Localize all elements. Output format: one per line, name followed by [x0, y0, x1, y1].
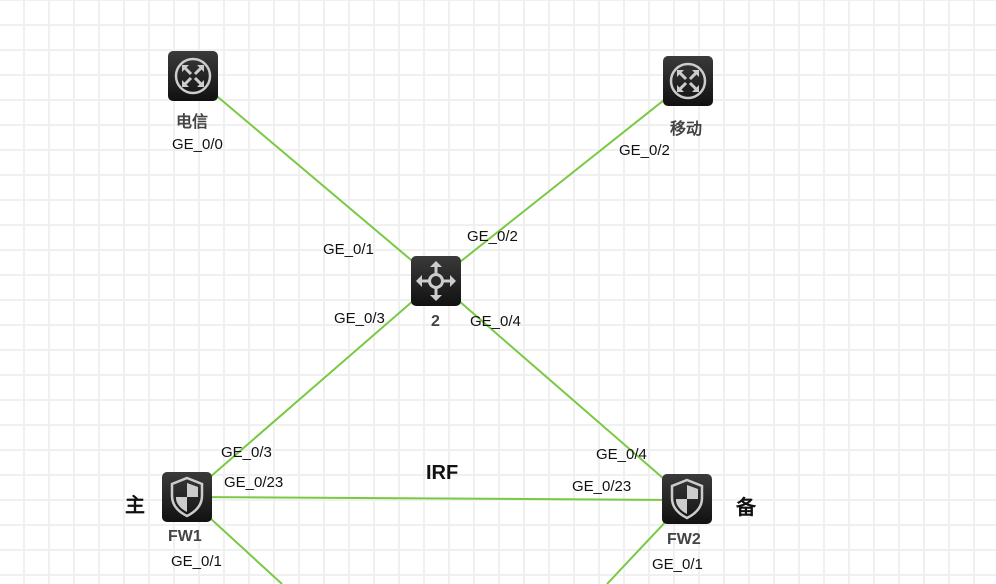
node-switch[interactable]	[411, 256, 461, 306]
link-mobile-switch	[435, 80, 689, 282]
port-label: GE_0/2	[467, 228, 518, 245]
node-fw1[interactable]	[162, 472, 212, 522]
node-name-fw1: FW1	[168, 528, 202, 545]
port-label: GE_0/3	[221, 444, 272, 461]
link-telecom-switch	[192, 75, 437, 282]
port-label: GE_0/1	[171, 553, 222, 570]
node-telecom[interactable]	[168, 51, 218, 101]
role-label-fw2: 备	[736, 495, 756, 519]
port-label: GE_0/4	[596, 446, 647, 463]
node-name-telecom: 电信	[176, 114, 209, 131]
port-label: GE_0/2	[619, 142, 670, 159]
port-label: GE_0/1	[323, 241, 374, 258]
irf-label: IRF	[426, 462, 459, 484]
port-label: GE_0/4	[470, 313, 521, 330]
firewall-icon	[170, 476, 204, 518]
link-irf	[186, 496, 688, 501]
role-label-fw1: 主	[125, 493, 145, 517]
port-label: GE_0/3	[334, 310, 385, 327]
node-name-mobile: 移动	[670, 121, 703, 138]
port-label: GE_0/23	[224, 474, 284, 491]
port-label: GE_0/0	[172, 136, 223, 153]
router-icon	[174, 57, 212, 95]
node-fw2[interactable]	[662, 474, 712, 524]
node-mobile[interactable]	[663, 56, 713, 106]
link-switch-fw1	[186, 280, 437, 498]
node-name-fw2: FW2	[667, 531, 701, 548]
port-label: GE_0/1	[652, 556, 703, 573]
node-name-switch: 2	[431, 313, 440, 330]
router-icon	[669, 62, 707, 100]
link-switch-fw2	[435, 280, 688, 500]
switch-icon	[416, 261, 456, 301]
firewall-icon	[670, 478, 704, 520]
port-label: GE_0/23	[572, 478, 632, 495]
